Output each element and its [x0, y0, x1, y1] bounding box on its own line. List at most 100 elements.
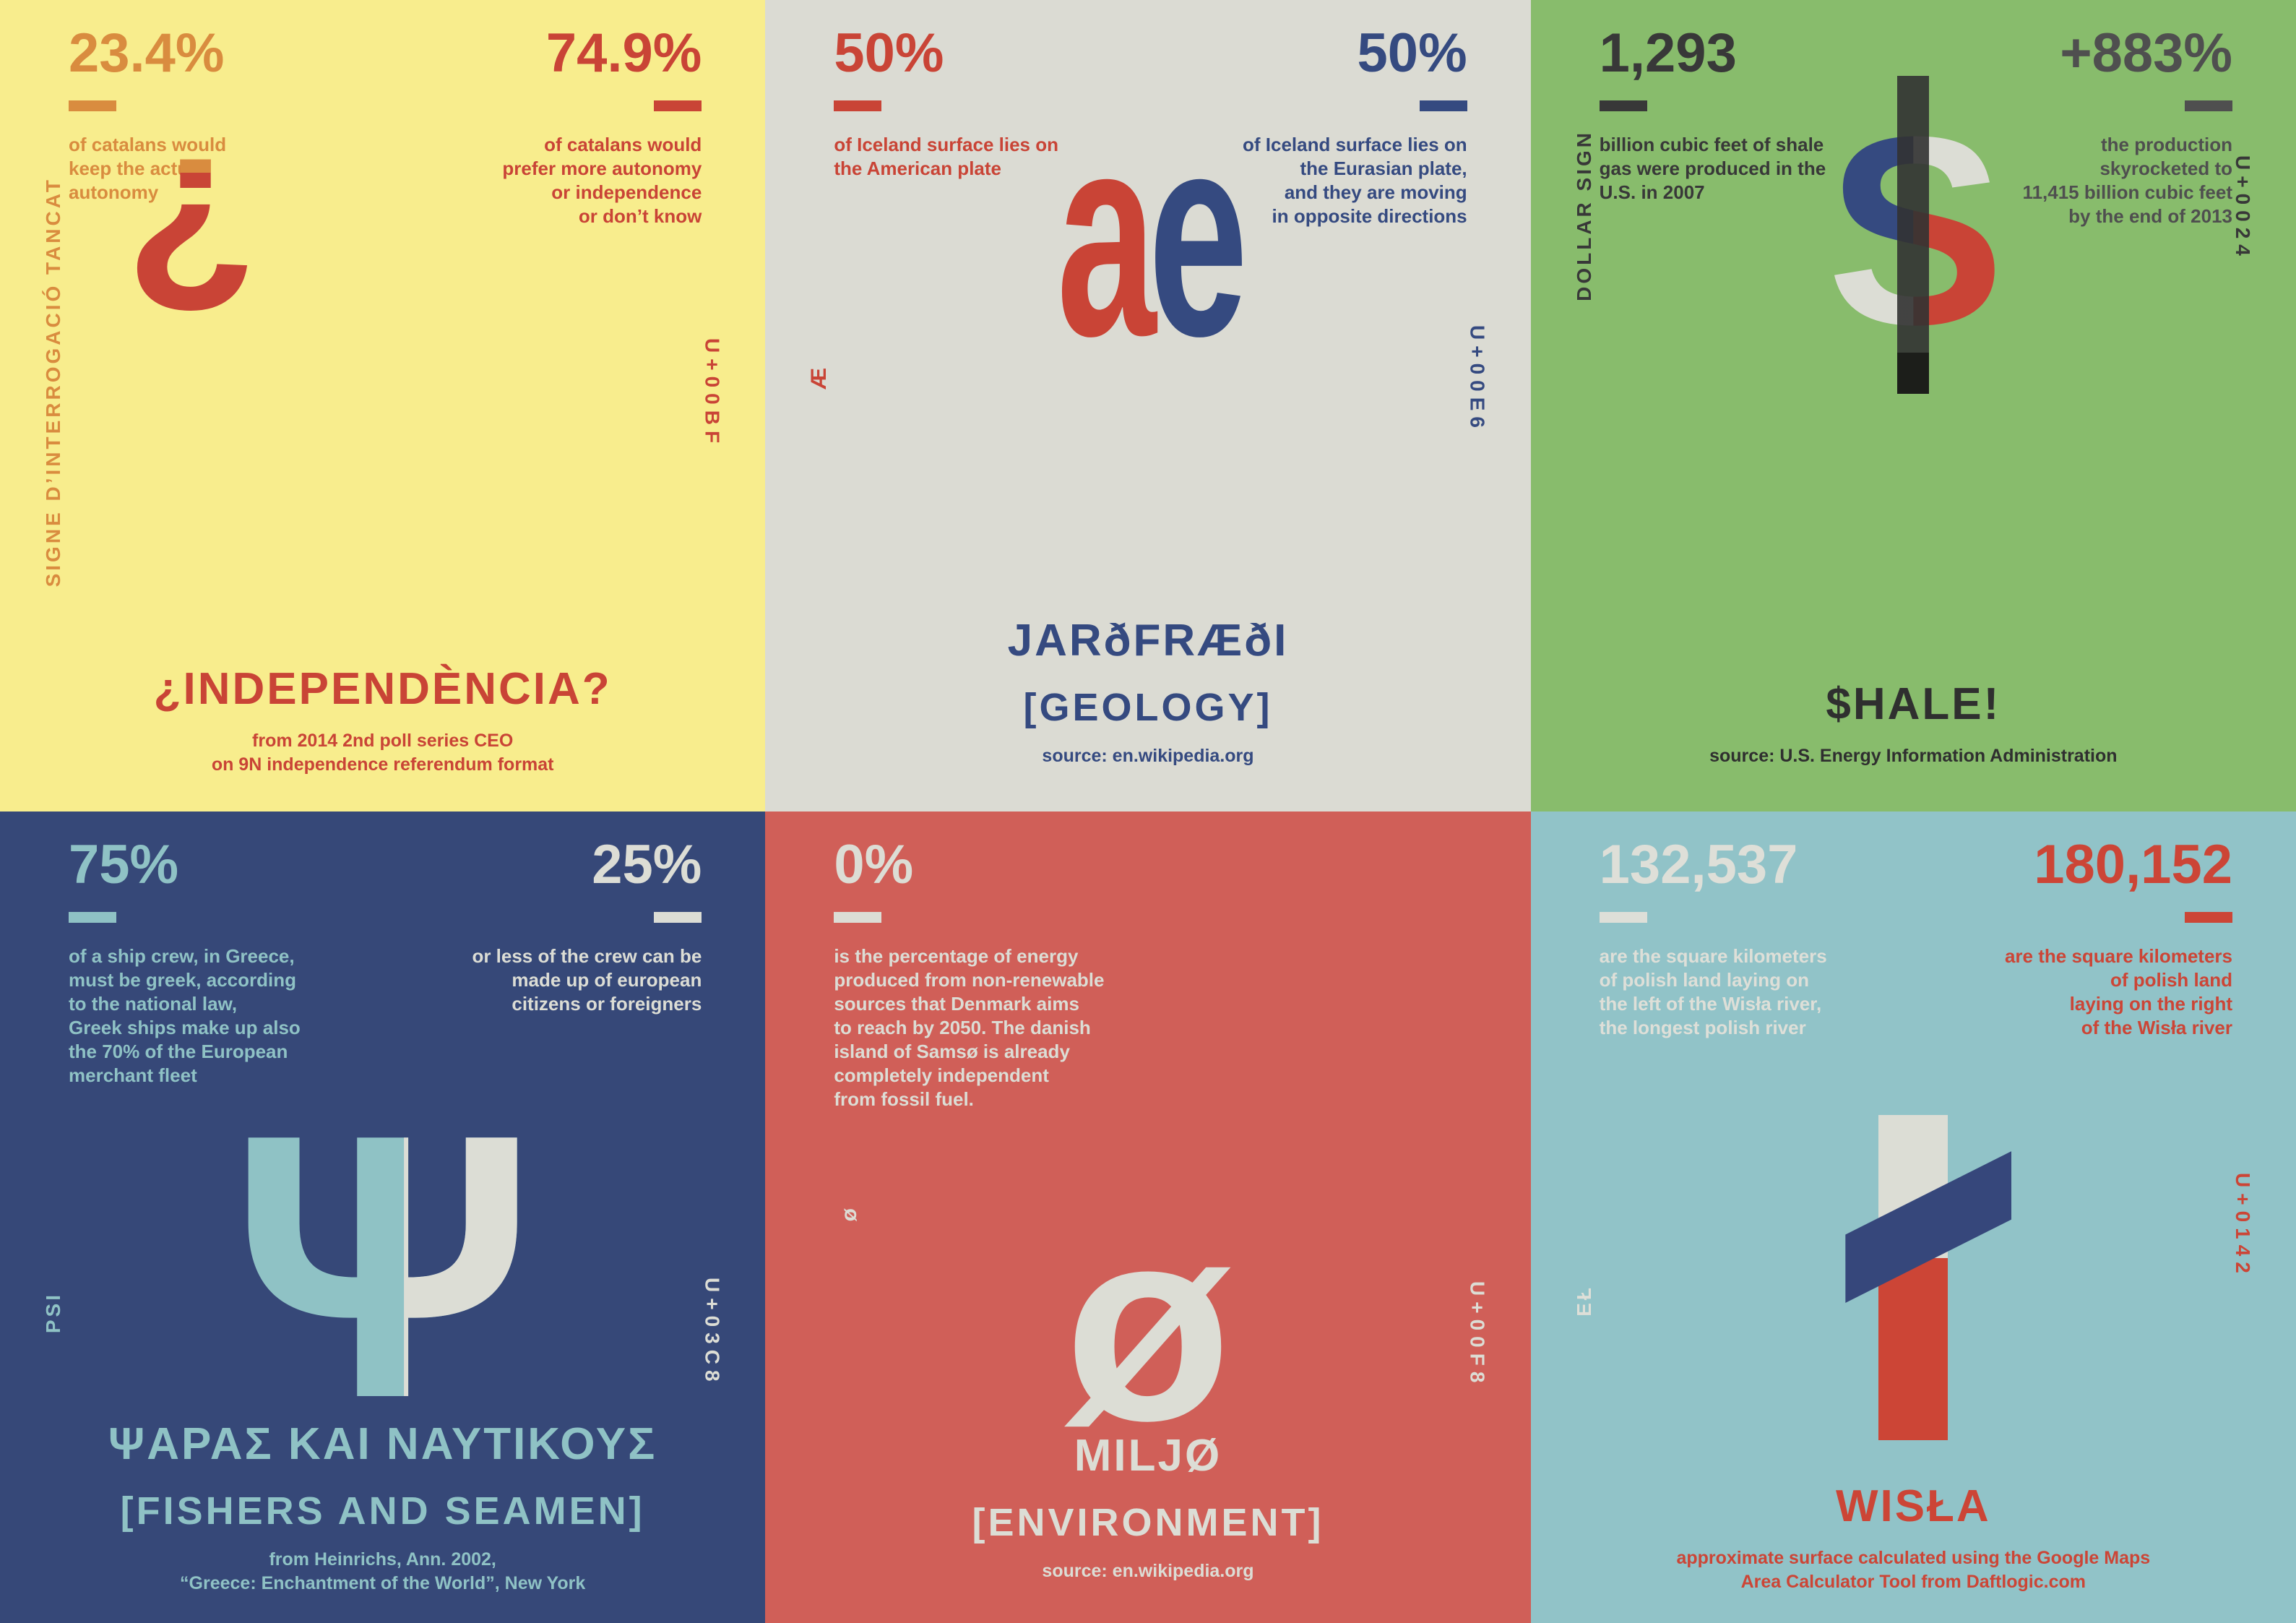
stat-left-value: 132,537 — [1599, 834, 1798, 895]
panel-title: WISŁA — [1835, 1481, 1991, 1531]
panel-inverted-question-mark: 23.4% of catalans would keep the actual … — [0, 0, 766, 812]
stat-left-value: 0% — [834, 834, 914, 895]
stat-right: 180,152 are the square kilometers of pol… — [2005, 833, 2232, 1040]
stat-left-desc: of catalans would keep the actual autono… — [69, 134, 227, 204]
stat-left-value: 50% — [834, 22, 944, 84]
stat-left-desc: are the square kilometers of polish land… — [1599, 945, 1827, 1039]
panel-title: $HALE! — [1826, 679, 2001, 729]
stat-right-value: +883% — [2060, 22, 2232, 84]
stat-left-desc: of Iceland surface lies on the American … — [834, 134, 1058, 180]
glyph-area: Ψ Ψ — [0, 1079, 765, 1455]
panel-title: ΨΑΡΑΣ ΚΑΙ ΝΑΥΤΙΚΟΥΣ — [108, 1419, 657, 1469]
stat-right: 25% or less of the crew can be made up o… — [472, 833, 702, 1088]
stat-right-underline — [654, 912, 702, 924]
stat-right-underline — [654, 100, 702, 112]
unicode-codepoint-label: U+00F8 — [1466, 1281, 1489, 1389]
panel-subtitle: [FISHERS AND SEAMEN] — [120, 1489, 645, 1533]
stat-left-value: 75% — [69, 834, 179, 895]
stat-right-underline — [1419, 100, 1467, 112]
glyph-a: a — [1056, 73, 1156, 396]
glyph-right-part: Ψ — [230, 1056, 535, 1476]
stat-left-underline — [69, 100, 116, 112]
stat-right-value: 25% — [592, 834, 702, 895]
stats-row: 50% of Iceland surface lies on the Ameri… — [834, 22, 1467, 228]
glyph-left-part: Ψ — [230, 1056, 535, 1476]
stat-left-value: 1,293 — [1599, 22, 1737, 84]
stat-right-underline — [2185, 912, 2232, 924]
glyph-area: S S S S — [1531, 76, 2296, 394]
stat-right: 50% of Iceland surface lies on the Euras… — [1243, 22, 1467, 228]
stat-left-underline — [1599, 912, 1647, 924]
stats-row: 1,293 billion cubic feet of shale gas we… — [1599, 22, 2232, 228]
stat-left-desc: of a ship crew, in Greece, must be greek… — [69, 945, 301, 1087]
glyph-name-label: Æ — [807, 365, 832, 389]
stat-left-underline — [834, 912, 882, 924]
panel-footer: $HALE! source: U.S. Energy Information A… — [1560, 679, 2267, 768]
panel-note: approximate surface calculated using the… — [1676, 1548, 2151, 1592]
glyph-area — [1531, 1111, 2296, 1444]
panel-title: JARðFRÆðI — [1007, 616, 1289, 666]
ae-ligature-glyph: ae — [1056, 90, 1248, 379]
panel-subtitle: [ENVIRONMENT] — [972, 1501, 1324, 1544]
panel-footer: WISŁA approximate surface calculated usi… — [1560, 1481, 2267, 1594]
stat-right-desc: of Iceland surface lies on the Eurasian … — [1243, 134, 1467, 228]
unicode-codepoint-label: U+00BF — [701, 338, 724, 449]
stat-left: 0% is the percentage of energy produced … — [834, 833, 1104, 1111]
stat-left: 1,293 billion cubic feet of shale gas we… — [1599, 22, 1826, 228]
stat-left-underline — [69, 912, 116, 924]
panel-footer: ¿INDEPENDÈNCIA? from 2014 2nd poll serie… — [29, 663, 736, 777]
panel-title: MILJØ — [1074, 1431, 1222, 1481]
stat-right-value: 74.9% — [545, 22, 702, 84]
stats-row: 0% is the percentage of energy produced … — [834, 833, 1467, 1111]
unicode-codepoint-label: U+0142 — [2232, 1173, 2254, 1279]
unicode-codepoint-label: U+00E6 — [1466, 325, 1489, 434]
glyph-area: ae — [765, 90, 1530, 379]
stat-left-desc: is the percentage of energy produced fro… — [834, 945, 1105, 1111]
glyph-vertical-bar — [1897, 76, 1930, 394]
psi-glyph: Ψ Ψ — [230, 1079, 535, 1455]
l-stroke-glyph — [1845, 1115, 2012, 1440]
panel-o-slash: 0% is the percentage of energy produced … — [765, 812, 1531, 1623]
stat-left: 132,537 are the square kilometers of pol… — [1599, 833, 1827, 1040]
inverted-question-mark-glyph: ¿ ¿ — [125, 90, 257, 307]
panel-footer: ΨΑΡΑΣ ΚΑΙ ΝΑΥΤΙΚΟΥΣ [FISHERS AND SEAMEN]… — [29, 1418, 736, 1596]
stat-right-value: 50% — [1357, 22, 1467, 84]
stat-right-desc: or less of the crew can be made up of eu… — [472, 945, 702, 1015]
stat-left: 50% of Iceland surface lies on the Ameri… — [834, 22, 1058, 228]
stat-left: 75% of a ship crew, in Greece, must be g… — [69, 833, 301, 1088]
stat-right-desc: are the square kilometers of polish land… — [2004, 945, 2232, 1039]
glyph-dot: ¿ — [125, 77, 258, 320]
o-slash-glyph: ø — [1063, 1171, 1233, 1478]
unicode-codepoint-label: U+0024 — [2232, 155, 2254, 262]
unicode-codepoint-label: U+03C8 — [701, 1278, 724, 1387]
panel-l-stroke: 132,537 are the square kilometers of pol… — [1530, 812, 2296, 1623]
glyph-hook: ¿ — [125, 77, 258, 320]
stat-right-desc: of catalans would prefer more autonomy o… — [502, 134, 702, 228]
stat-left: 23.4% of catalans would keep the actual … — [69, 22, 226, 228]
stat-left-desc: billion cubic feet of shale gas were pro… — [1599, 134, 1826, 204]
stat-left-underline — [1599, 100, 1647, 112]
panel-note: from Heinrichs, Ann. 2002, “Greece: Ench… — [180, 1549, 586, 1593]
panel-psi: 75% of a ship crew, in Greece, must be g… — [0, 812, 766, 1623]
glyph-area: ¿ ¿ — [0, 76, 383, 322]
panel-note: source: en.wikipedia.org — [1042, 1561, 1254, 1581]
stat-right-underline — [2185, 100, 2232, 112]
stat-right-desc: the production skyrocketed to 11,415 bil… — [2022, 134, 2232, 228]
panel-note: source: U.S. Energy Information Administ… — [1709, 746, 2118, 766]
stat-right-value: 180,152 — [2034, 834, 2232, 895]
stats-row: 75% of a ship crew, in Greece, must be g… — [69, 833, 702, 1088]
dollar-sign-glyph: S S S S — [1826, 76, 2000, 394]
stat-left-underline — [834, 100, 882, 112]
glyph-area: ø — [765, 1187, 1530, 1462]
glyph-e: e — [1147, 73, 1248, 396]
panel-ae-ligature: 50% of Iceland surface lies on the Ameri… — [765, 0, 1531, 812]
panel-dollar-sign: 1,293 billion cubic feet of shale gas we… — [1530, 0, 2296, 812]
stat-right: 74.9% of catalans would prefer more auto… — [502, 22, 702, 228]
stat-right: +883% the production skyrocketed to 11,4… — [2023, 22, 2232, 228]
panel-note: source: en.wikipedia.org — [1042, 746, 1254, 766]
stats-row: 23.4% of catalans would keep the actual … — [69, 22, 702, 228]
panel-footer: JARðFRÆðI [GEOLOGY] source: en.wikipedia… — [794, 615, 1501, 768]
stat-left-value: 23.4% — [69, 22, 225, 84]
stats-row: 132,537 are the square kilometers of pol… — [1599, 833, 2232, 1040]
